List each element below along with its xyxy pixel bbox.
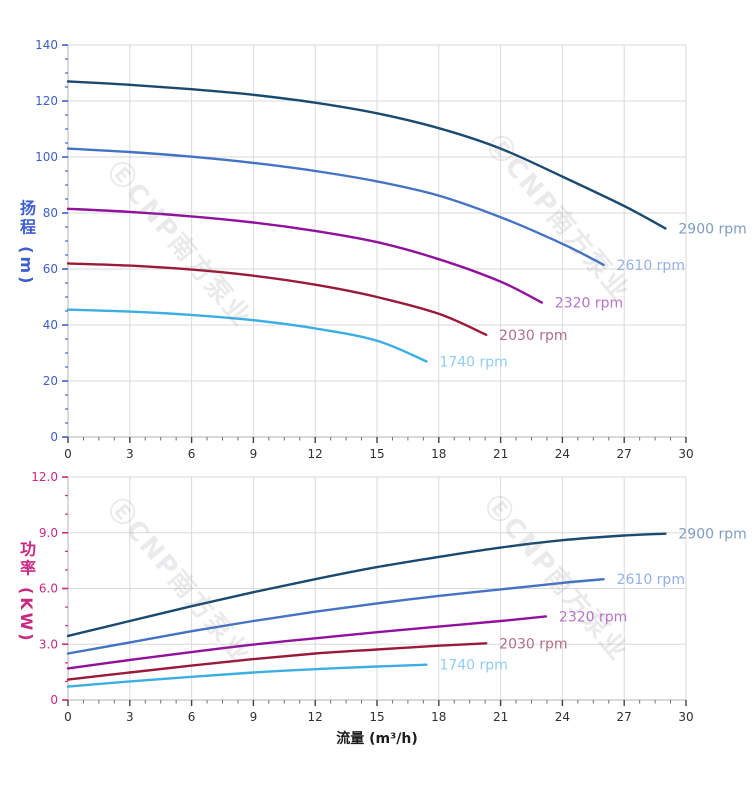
curve-label-2900-rpm: 2900 rpm <box>678 221 746 237</box>
x-tick-label: 12 <box>308 710 323 724</box>
y-tick-label: 0 <box>50 430 58 444</box>
y-tick-label: 140 <box>35 38 58 52</box>
curve-label-2030-rpm: 2030 rpm <box>499 636 567 652</box>
x-tick-label: 9 <box>250 710 258 724</box>
x-tick-label: 12 <box>308 447 323 461</box>
x-tick-label: 27 <box>617 447 632 461</box>
power-axis-title: 功率 (KW) <box>17 540 36 644</box>
x-tick-label: 6 <box>188 447 196 461</box>
x-tick-label: 30 <box>678 710 693 724</box>
curve-label-2320-rpm: 2320 rpm <box>555 296 623 312</box>
y-tick-label: 6.0 <box>39 582 58 596</box>
y-tick-label: 40 <box>43 318 58 332</box>
x-tick-label: 21 <box>493 447 508 461</box>
x-tick-label: 9 <box>250 447 258 461</box>
curve-label-1740-rpm: 1740 rpm <box>439 658 507 674</box>
y-tick-label: 100 <box>35 150 58 164</box>
x-tick-label: 18 <box>431 710 446 724</box>
curve-2320-rpm <box>66 207 543 304</box>
curve-2030-rpm <box>66 262 488 336</box>
flow-axis-title: 流量 (m³/h) <box>336 731 418 747</box>
x-tick-label: 6 <box>188 710 196 724</box>
x-tick-label: 30 <box>678 447 693 461</box>
curve-label-2320-rpm: 2320 rpm <box>559 609 627 625</box>
x-tick-label: 21 <box>493 710 508 724</box>
curve-1740-rpm <box>66 308 428 363</box>
x-tick-label: 24 <box>555 710 570 724</box>
x-tick-label: 0 <box>64 447 72 461</box>
y-tick-label: 120 <box>35 94 58 108</box>
y-tick-label: 0 <box>50 693 58 707</box>
x-tick-label: 27 <box>617 710 632 724</box>
curve-label-2900-rpm: 2900 rpm <box>678 527 746 543</box>
curve-label-2610-rpm: 2610 rpm <box>617 258 685 274</box>
y-tick-label: 12.0 <box>31 470 58 484</box>
curve-2320-rpm <box>66 615 548 670</box>
head-axis-title: 扬程 (m) <box>17 199 36 287</box>
x-tick-label: 3 <box>126 447 134 461</box>
y-tick-label: 60 <box>43 262 58 276</box>
x-tick-label: 15 <box>369 447 384 461</box>
x-tick-label: 18 <box>431 447 446 461</box>
y-tick-label: 80 <box>43 206 58 220</box>
curve-label-1740-rpm: 1740 rpm <box>439 354 507 370</box>
curve-2610-rpm <box>66 147 605 266</box>
y-tick-label: 3.0 <box>39 637 58 651</box>
curve-2030-rpm <box>66 642 488 681</box>
x-tick-label: 24 <box>555 447 570 461</box>
curve-2900-rpm <box>66 80 667 230</box>
x-tick-label: 15 <box>369 710 384 724</box>
curve-label-2030-rpm: 2030 rpm <box>499 328 567 344</box>
curve-label-2610-rpm: 2610 rpm <box>617 572 685 588</box>
y-tick-label: 20 <box>43 374 58 388</box>
curve-2610-rpm <box>66 578 605 655</box>
curve-2900-rpm <box>66 532 667 638</box>
y-tick-label: 9.0 <box>39 526 58 540</box>
x-tick-label: 0 <box>64 710 72 724</box>
curve-1740-rpm <box>66 663 428 688</box>
x-tick-label: 3 <box>126 710 134 724</box>
